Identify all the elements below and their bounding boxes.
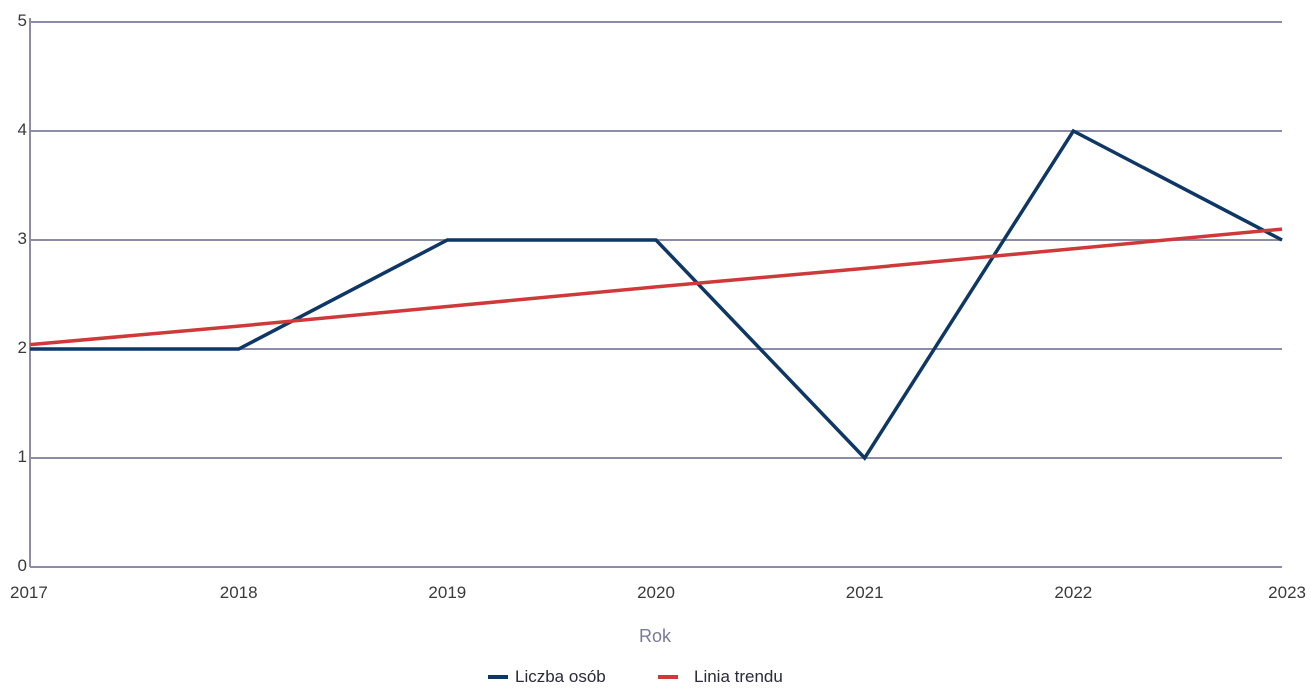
y-tick-label: 5 xyxy=(18,11,27,30)
y-tick-labels: 0 1 2 3 4 5 xyxy=(18,11,27,575)
legend: Liczba osób Linia trendu xyxy=(488,667,783,686)
x-tick-label: 2017 xyxy=(10,583,48,602)
x-tick-labels: 2017 2018 2019 2020 2021 2022 2023 xyxy=(10,583,1306,602)
y-tick-label: 1 xyxy=(18,447,27,466)
x-tick-label: 2023 xyxy=(1268,583,1306,602)
x-tick-label: 2021 xyxy=(846,583,884,602)
y-tick-label: 2 xyxy=(18,338,27,357)
y-tick-label: 0 xyxy=(18,556,27,575)
x-tick-label: 2020 xyxy=(637,583,675,602)
x-tick-label: 2019 xyxy=(428,583,466,602)
y-tick-label: 4 xyxy=(18,120,27,139)
legend-label: Linia trendu xyxy=(694,667,783,686)
x-tick-label: 2022 xyxy=(1054,583,1092,602)
legend-label: Liczba osób xyxy=(515,667,606,686)
series-line xyxy=(29,227,1283,347)
x-tick-label: 2018 xyxy=(220,583,258,602)
series-lines xyxy=(29,128,1283,461)
x-axis-title: Rok xyxy=(639,626,672,646)
axes xyxy=(29,18,1282,568)
series-line xyxy=(30,128,1283,461)
y-tick-label: 3 xyxy=(18,229,27,248)
